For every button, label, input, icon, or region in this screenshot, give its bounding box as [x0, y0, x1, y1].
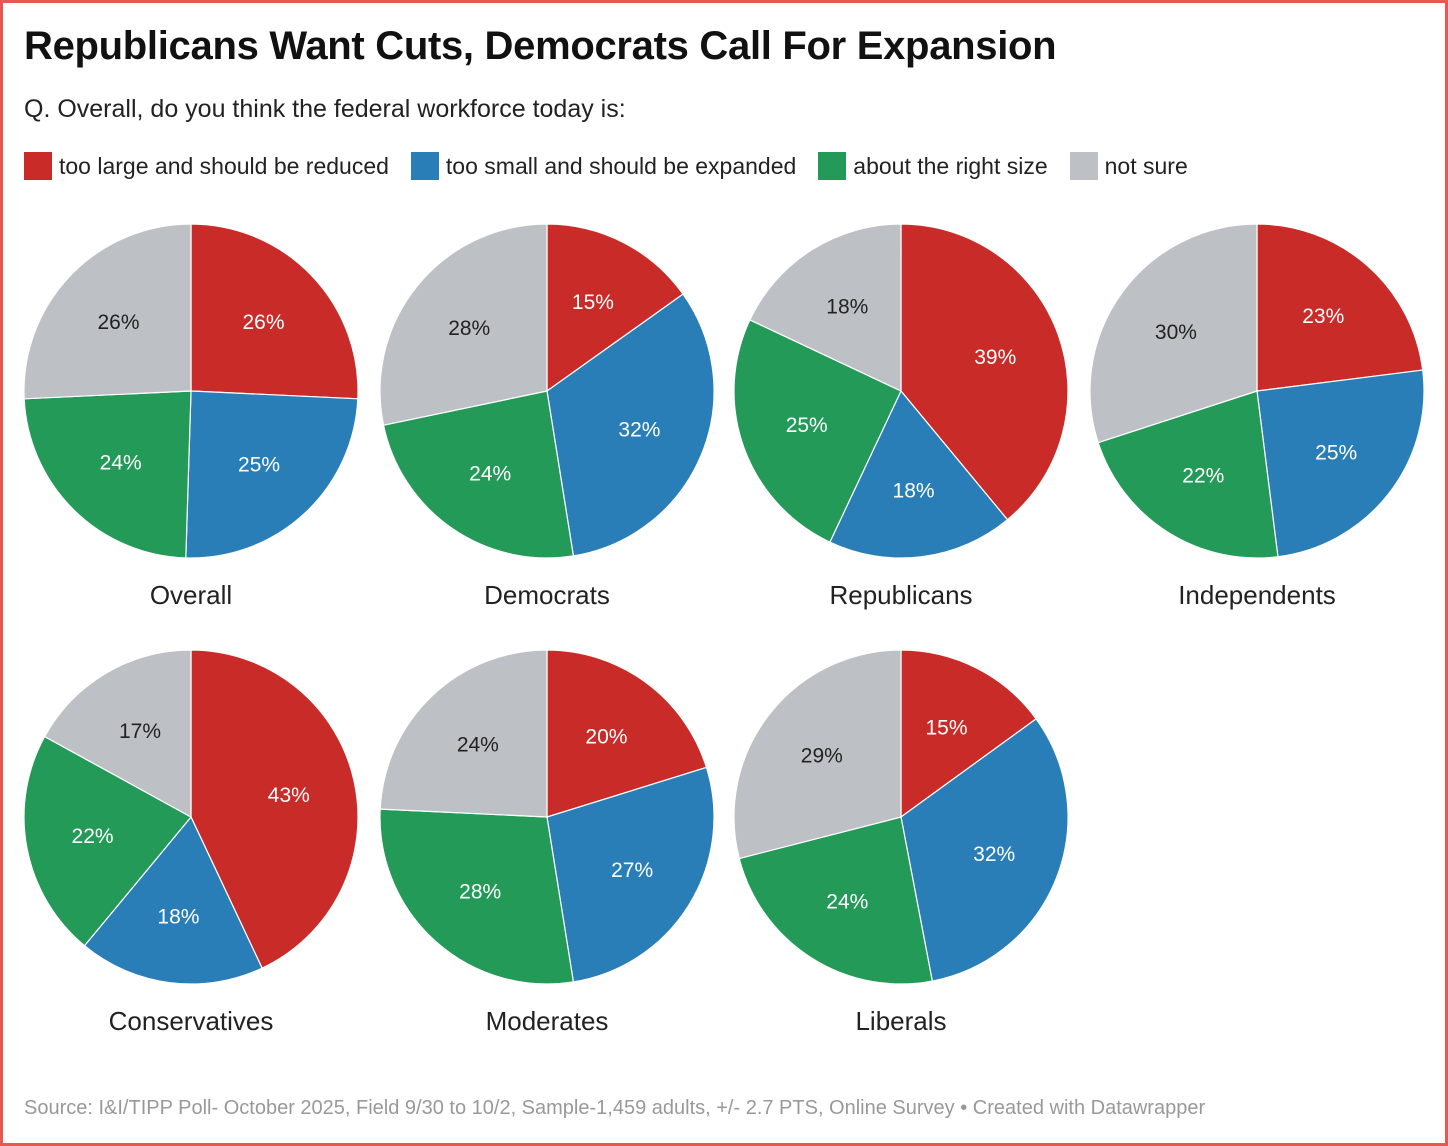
- pie-label: Independents: [1178, 580, 1336, 610]
- pie-slice: [829, 389, 1009, 559]
- pie-slice: [190, 649, 359, 969]
- pie-slice: [190, 223, 359, 400]
- data-label: 27%: [611, 859, 653, 882]
- legend-label: about the right size: [853, 152, 1048, 179]
- data-label: 24%: [457, 733, 499, 756]
- pie-label: Liberals: [855, 1006, 946, 1036]
- data-label: 22%: [1182, 465, 1224, 488]
- legend-swatch: [818, 152, 847, 180]
- data-label: 25%: [1315, 441, 1357, 464]
- pie-slice: [382, 390, 575, 559]
- data-label: 39%: [974, 346, 1016, 369]
- pie-label: Conservatives: [109, 1006, 274, 1036]
- legend-swatch: [1069, 152, 1098, 180]
- chart-subtitle: Q. Overall, do you think the federal wor…: [24, 95, 626, 123]
- data-label: 24%: [100, 451, 142, 474]
- data-label: 18%: [893, 479, 935, 502]
- data-label: 32%: [618, 419, 660, 442]
- pie-slice: [749, 223, 902, 392]
- data-label: 28%: [459, 881, 501, 904]
- pie-slice: [900, 649, 1037, 819]
- pie-slice: [379, 223, 548, 426]
- data-label: 18%: [826, 295, 868, 318]
- pie-slice: [23, 223, 192, 400]
- legend-swatch: [24, 152, 52, 180]
- data-label: 32%: [973, 843, 1015, 866]
- pie-slice: [546, 293, 715, 557]
- legend-swatch: [410, 152, 439, 180]
- pie-slice: [546, 649, 708, 818]
- pie-label: Democrats: [484, 580, 610, 610]
- legend-label: not sure: [1104, 152, 1188, 179]
- legend: too large and should be reduced too smal…: [24, 152, 1210, 180]
- pie-slice: [23, 735, 192, 947]
- data-label: 43%: [268, 784, 310, 807]
- legend-item-reduced: too large and should be reduced: [24, 152, 389, 180]
- data-label: 26%: [242, 311, 284, 334]
- legend-item-not-sure: not sure: [1069, 152, 1188, 180]
- data-label: 18%: [157, 905, 199, 928]
- data-label: 23%: [1302, 305, 1344, 328]
- pie-slice: [900, 718, 1069, 982]
- data-label: 22%: [72, 825, 114, 848]
- data-label: 24%: [826, 891, 868, 914]
- data-label: 26%: [97, 311, 139, 334]
- data-label: 25%: [238, 454, 280, 477]
- data-label: 20%: [585, 725, 627, 748]
- pie-label: Moderates: [486, 1006, 609, 1036]
- data-label: 15%: [925, 717, 967, 740]
- chart-title: Republicans Want Cuts, Democrats Call Fo…: [24, 24, 1057, 68]
- pie-slice: [379, 808, 575, 985]
- legend-label: too large and should be reduced: [59, 152, 389, 179]
- data-label: 25%: [786, 414, 828, 437]
- pie-slice: [23, 390, 192, 559]
- data-label: 17%: [119, 720, 161, 743]
- legend-item-expanded: too small and should be expanded: [410, 152, 797, 180]
- pie-slice: [733, 319, 902, 543]
- pie-slice: [83, 815, 263, 985]
- data-label: 15%: [572, 291, 614, 314]
- pie-slice: [1256, 223, 1424, 392]
- data-label: 24%: [469, 463, 511, 486]
- legend-item-right-size: about the right size: [818, 152, 1048, 180]
- pie-slice: [546, 223, 684, 393]
- pie-slice: [738, 816, 933, 985]
- data-label: 29%: [801, 745, 843, 768]
- pie-slice: [1097, 390, 1279, 559]
- data-label: 28%: [448, 317, 490, 340]
- footer-source: Source: I&I/TIPP Poll- October 2025, Fie…: [24, 1097, 1206, 1119]
- pie-slice: [379, 649, 548, 818]
- pie-slice: [1256, 369, 1425, 558]
- pie-slice: [43, 649, 192, 819]
- pie-slice: [900, 223, 1069, 521]
- pie-label: Republicans: [829, 580, 972, 610]
- pie-slice: [185, 390, 359, 559]
- pie-slice: [1089, 223, 1258, 444]
- data-label: 30%: [1155, 321, 1197, 344]
- pie-label: Overall: [150, 580, 232, 610]
- pie-slice: [546, 766, 715, 983]
- pie-slice: [733, 649, 902, 860]
- legend-label: too small and should be expanded: [445, 152, 797, 179]
